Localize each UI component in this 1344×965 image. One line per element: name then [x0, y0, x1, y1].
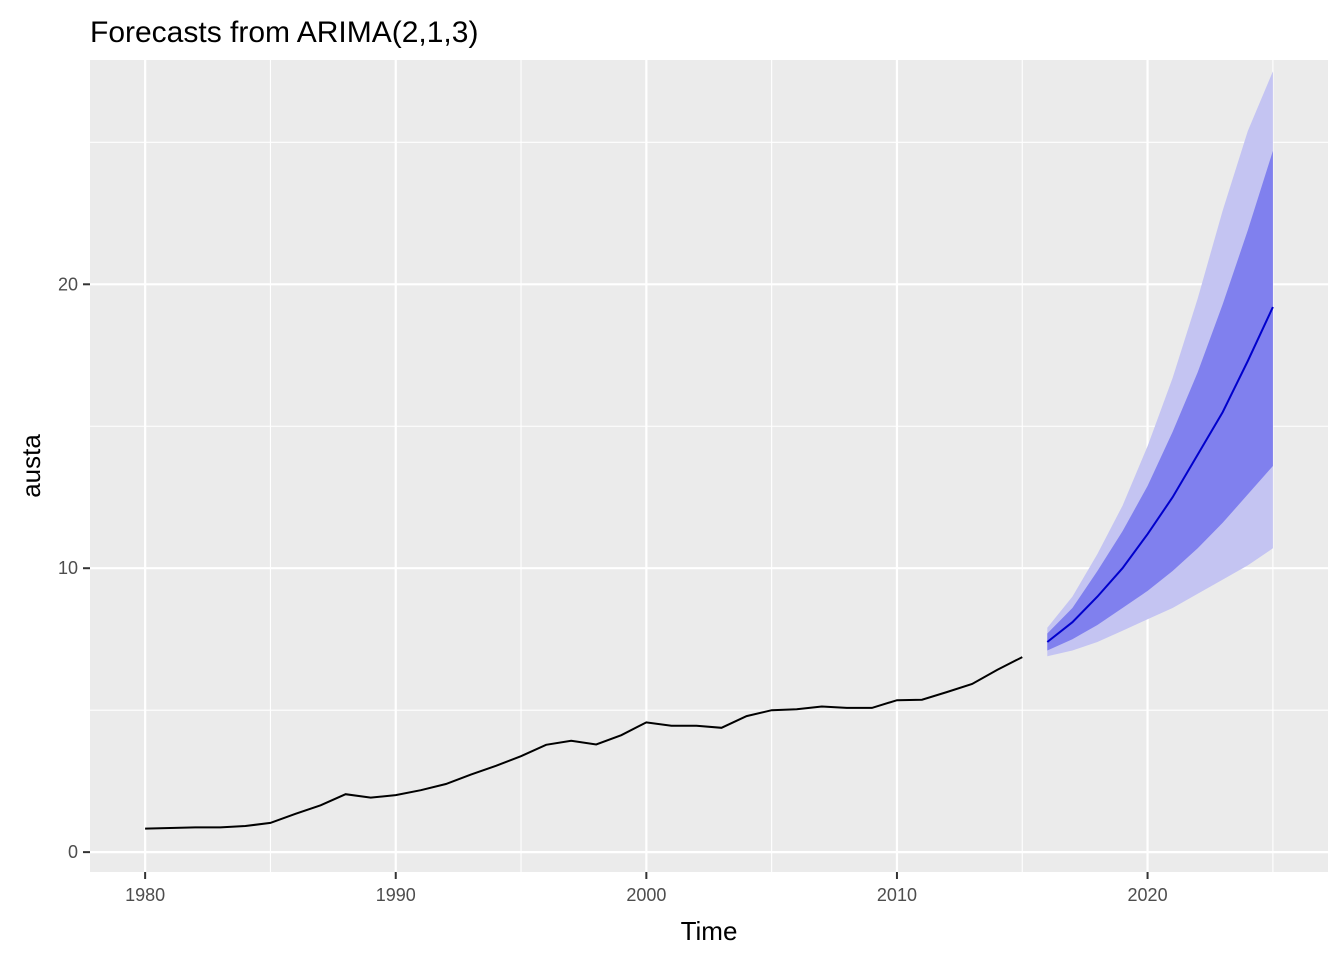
- x-tick-label: 2000: [626, 885, 666, 905]
- y-tick-label: 0: [68, 842, 78, 862]
- y-tick-label: 10: [58, 558, 78, 578]
- series-lines: [145, 306, 1274, 830]
- history-line: [145, 656, 1023, 830]
- y-tick-label: 20: [58, 274, 78, 294]
- grid-major: [90, 60, 1328, 872]
- x-tick-label: 1980: [125, 885, 165, 905]
- forecast-mean-line: [1046, 306, 1274, 643]
- x-axis-title: Time: [681, 916, 738, 946]
- prediction-intervals: [1047, 71, 1273, 657]
- y-axis-title: austa: [16, 434, 46, 498]
- y-axis: 0 10 20: [58, 274, 90, 862]
- x-tick-label: 1990: [376, 885, 416, 905]
- x-tick-label: 2020: [1128, 885, 1168, 905]
- x-tick-label: 2010: [877, 885, 917, 905]
- grid-minor: [90, 60, 1328, 872]
- pi80-band: [1047, 150, 1273, 651]
- x-axis: 1980 1990 2000 2010 2020: [125, 872, 1168, 905]
- plot-panel: [90, 60, 1328, 872]
- chart-title: Forecasts from ARIMA(2,1,3): [90, 16, 478, 49]
